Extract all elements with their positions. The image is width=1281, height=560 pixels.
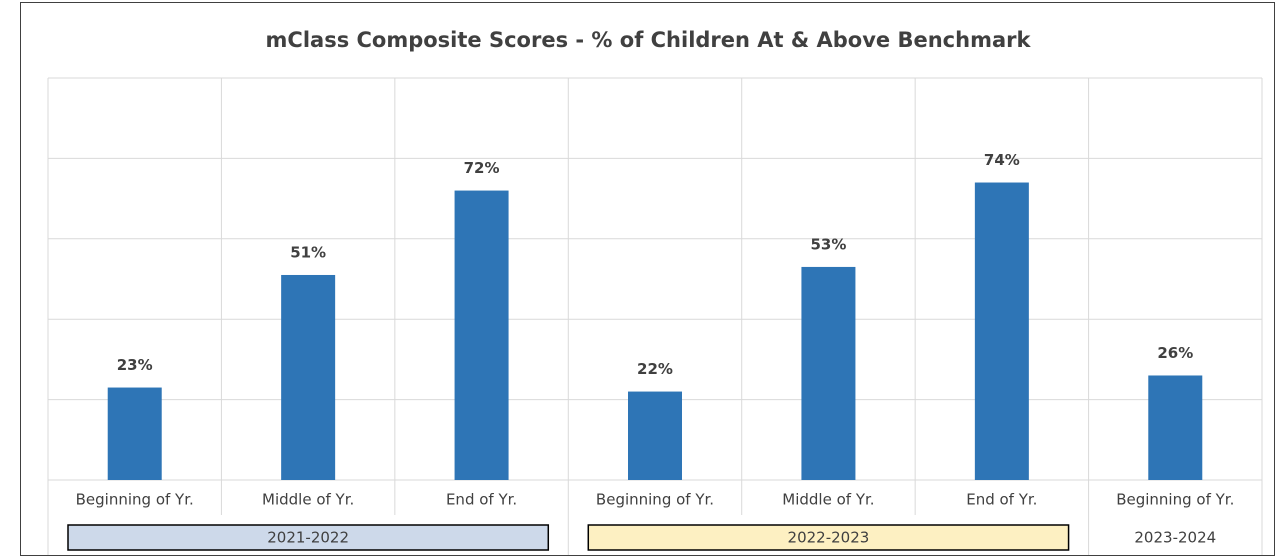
value-label: 26% xyxy=(1157,344,1193,362)
group-label: 2022-2023 xyxy=(788,529,870,547)
bar xyxy=(628,391,682,480)
x-tick-label: Middle of Yr. xyxy=(782,491,874,509)
bar xyxy=(1148,375,1203,480)
bar xyxy=(801,266,856,480)
chart-title: mClass Composite Scores - % of Children … xyxy=(266,28,1032,52)
value-label: 51% xyxy=(290,243,326,261)
bar xyxy=(974,182,1029,480)
value-label: 22% xyxy=(637,360,673,378)
x-tick-label: Beginning of Yr. xyxy=(1116,491,1234,509)
x-tick-label: End of Yr. xyxy=(966,491,1037,509)
group-label: 2023-2024 xyxy=(1134,529,1216,547)
value-label: 74% xyxy=(984,151,1020,169)
group-label: 2021-2022 xyxy=(267,529,349,547)
x-tick-label: Beginning of Yr. xyxy=(596,491,714,509)
group-box xyxy=(587,524,1070,551)
x-tick-label: End of Yr. xyxy=(446,491,517,509)
group-box xyxy=(67,524,550,551)
bar xyxy=(281,274,336,480)
value-label: 23% xyxy=(117,356,153,374)
bar xyxy=(107,387,162,480)
bar xyxy=(454,190,509,480)
value-label: 53% xyxy=(810,235,846,253)
value-label: 72% xyxy=(464,159,500,177)
x-tick-label: Beginning of Yr. xyxy=(76,491,194,509)
x-tick-label: Middle of Yr. xyxy=(262,491,354,509)
